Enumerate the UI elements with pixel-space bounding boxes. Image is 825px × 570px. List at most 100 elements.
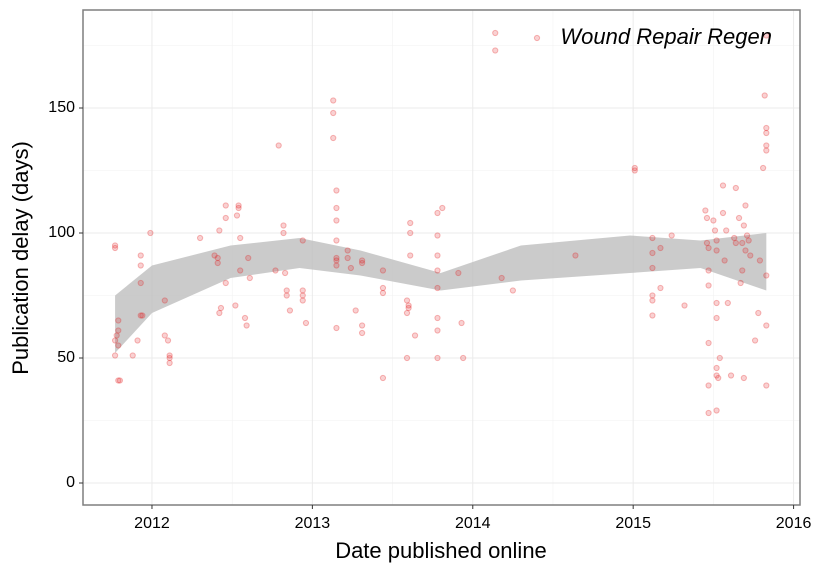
data-point — [243, 322, 250, 329]
data-point — [359, 257, 366, 264]
data-point — [763, 322, 770, 329]
data-point — [763, 124, 770, 132]
data-point — [740, 374, 747, 382]
data-point — [222, 214, 229, 222]
data-point — [302, 319, 310, 327]
x-tick-label: 2016 — [776, 515, 812, 532]
data-point — [214, 259, 221, 267]
data-point — [280, 222, 287, 229]
data-point — [724, 299, 731, 307]
data-point — [649, 234, 656, 242]
data-point — [283, 287, 290, 294]
x-tick-label: 2013 — [295, 515, 331, 532]
data-point — [716, 354, 723, 362]
data-point — [747, 252, 754, 259]
data-point — [743, 232, 751, 239]
data-point — [272, 267, 279, 274]
data-point — [347, 264, 354, 272]
data-point — [434, 267, 441, 274]
data-point — [283, 292, 290, 299]
data-point — [756, 257, 763, 264]
data-point — [216, 227, 223, 234]
data-point — [751, 337, 759, 344]
x-tick-label: 2015 — [615, 515, 651, 532]
data-point — [379, 374, 387, 382]
data-point — [760, 164, 767, 172]
data-point — [711, 227, 719, 234]
data-point — [166, 352, 173, 359]
data-point — [330, 97, 337, 104]
data-point — [113, 332, 120, 339]
data-point — [237, 234, 244, 242]
data-point — [405, 302, 412, 309]
data-point — [111, 337, 119, 344]
data-point — [740, 222, 747, 229]
data-point — [434, 327, 441, 334]
data-point — [710, 217, 717, 224]
data-point — [455, 269, 462, 277]
data-point — [403, 297, 411, 304]
data-point — [235, 204, 242, 212]
data-point — [344, 247, 351, 254]
data-point — [333, 217, 340, 224]
data-point — [164, 337, 172, 344]
data-point — [492, 29, 499, 37]
data-point — [282, 269, 289, 277]
data-point — [333, 324, 340, 332]
data-point — [166, 354, 173, 362]
data-point — [657, 244, 664, 252]
data-point — [719, 182, 727, 189]
data-point — [713, 314, 720, 322]
y-tick-label: 50 — [57, 349, 75, 366]
data-point — [344, 254, 351, 262]
data-point — [763, 382, 770, 389]
data-point — [763, 142, 770, 149]
data-point — [657, 284, 664, 292]
data-point — [405, 304, 412, 312]
data-point — [147, 229, 154, 237]
data-point — [705, 282, 712, 289]
data-point — [379, 267, 387, 274]
data-point — [407, 252, 414, 259]
legend-key — [533, 34, 541, 42]
y-tick-label: 150 — [48, 99, 75, 116]
data-point — [509, 287, 516, 294]
data-point — [763, 147, 770, 154]
data-point — [286, 307, 294, 314]
plot-layer — [83, 10, 800, 505]
data-point — [232, 302, 239, 309]
data-point — [137, 252, 144, 259]
data-point — [161, 297, 168, 304]
data-point — [719, 209, 727, 217]
data-point — [246, 274, 253, 282]
data-point — [739, 267, 746, 274]
data-point — [702, 207, 709, 214]
data-point — [498, 274, 505, 282]
data-point — [379, 289, 387, 297]
data-point — [649, 264, 656, 272]
data-point — [233, 212, 241, 219]
data-point — [737, 279, 744, 287]
x-tick-label: 2014 — [455, 515, 491, 532]
data-point — [705, 382, 712, 389]
data-point — [161, 332, 168, 339]
data-point — [299, 292, 306, 299]
data-point — [299, 287, 306, 294]
data-point — [235, 202, 242, 209]
x-axis-title: Date published online — [335, 538, 547, 563]
x-tick-label: 2012 — [134, 515, 170, 532]
data-point — [732, 239, 739, 247]
data-point — [745, 237, 752, 244]
data-point — [222, 279, 229, 287]
data-point — [330, 134, 337, 142]
data-point — [460, 354, 467, 362]
data-point — [631, 164, 638, 172]
y-tick-label: 100 — [48, 224, 75, 241]
data-point — [713, 407, 720, 414]
data-point — [705, 267, 712, 274]
data-point — [115, 377, 122, 384]
data-point — [411, 332, 419, 339]
data-point — [739, 239, 746, 247]
data-point — [705, 339, 712, 347]
data-point — [137, 312, 144, 319]
